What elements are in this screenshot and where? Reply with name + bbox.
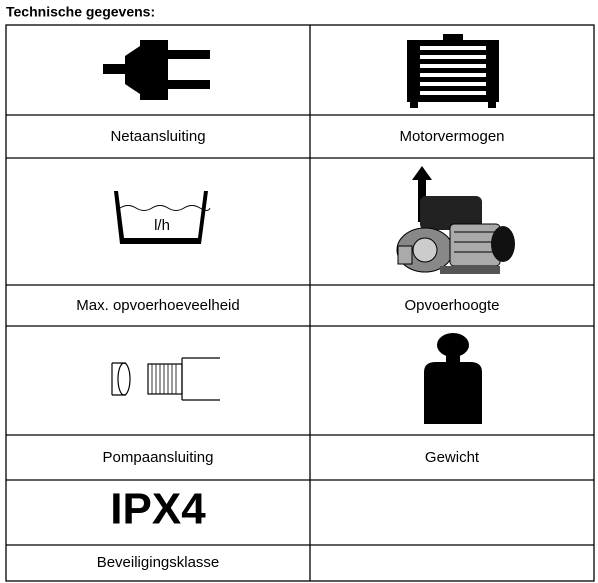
- motor-icon: [407, 34, 499, 108]
- flow-icon: l/h: [114, 191, 211, 244]
- weight-icon: [424, 333, 482, 424]
- protection-icon: IPX4: [110, 485, 206, 534]
- plug-icon: [103, 40, 210, 100]
- cell-label: Opvoerhoogte: [404, 297, 499, 314]
- cell-label: Pompaansluiting: [103, 449, 214, 466]
- cell-label: Max. opvoerhoeveelheid: [76, 297, 239, 314]
- flow-unit: l/h: [154, 217, 170, 234]
- head-icon: [396, 166, 515, 274]
- cell-label: Gewicht: [425, 449, 480, 466]
- connection-icon: [111, 357, 220, 401]
- section-title: Technische gegevens:: [6, 4, 155, 20]
- cell-label: Motorvermogen: [399, 128, 504, 145]
- cell-label: Beveiligingsklasse: [97, 554, 220, 571]
- table-grid: [5, 24, 595, 582]
- cell-label: Netaansluiting: [110, 128, 205, 145]
